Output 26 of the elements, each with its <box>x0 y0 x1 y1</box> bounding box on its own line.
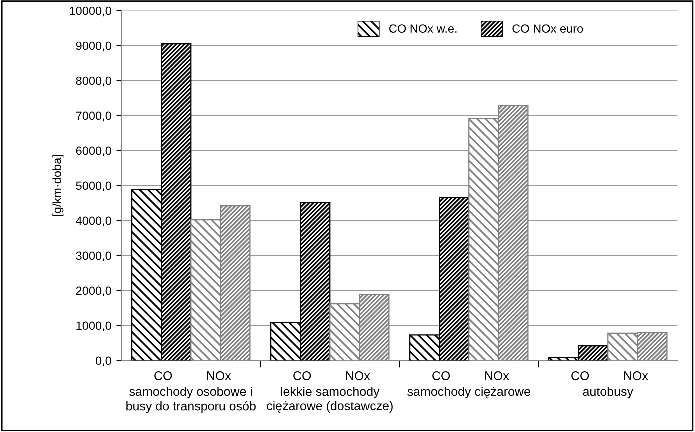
y-tick-label: 5000,0 <box>76 182 112 192</box>
text: CO <box>294 372 312 380</box>
y-tick-label: 0,0 <box>96 356 112 367</box>
text: NOx <box>346 372 370 380</box>
text: NOx <box>485 372 510 380</box>
text: NOx <box>207 372 232 380</box>
y-axis-title: [g/km·doba] <box>52 155 64 216</box>
y-tick-label: 4000,0 <box>76 216 112 227</box>
y-tick-label: 8000,0 <box>76 76 112 87</box>
y-tick-label: 1000,0 <box>76 322 112 332</box>
legend-label: CO NOx w.e. <box>390 24 457 33</box>
y-tick-label: 6000,0 <box>76 146 112 157</box>
text: NOx <box>624 372 648 380</box>
y-tick-label: 3000,0 <box>76 252 112 262</box>
text: CO <box>154 372 172 380</box>
legend-label: CO NOx euro <box>512 24 584 33</box>
y-tick-label: 9000,0 <box>76 42 112 52</box>
x-tick-label: lekkie samochody ciężarowe (dostawcze) <box>267 386 393 413</box>
y-tick-label: 10000,0 <box>70 6 112 17</box>
x-tick-label: samochody osobowe i busy do transporu osób <box>126 386 256 414</box>
x-tick-label: samochody ciężarowe <box>408 386 530 399</box>
text: CO <box>432 372 450 380</box>
y-tick-label: 2000,0 <box>76 286 112 297</box>
y-tick-label: 7000,0 <box>76 112 112 122</box>
text: CO <box>572 372 590 380</box>
x-tick-label: autobusy <box>583 386 634 399</box>
